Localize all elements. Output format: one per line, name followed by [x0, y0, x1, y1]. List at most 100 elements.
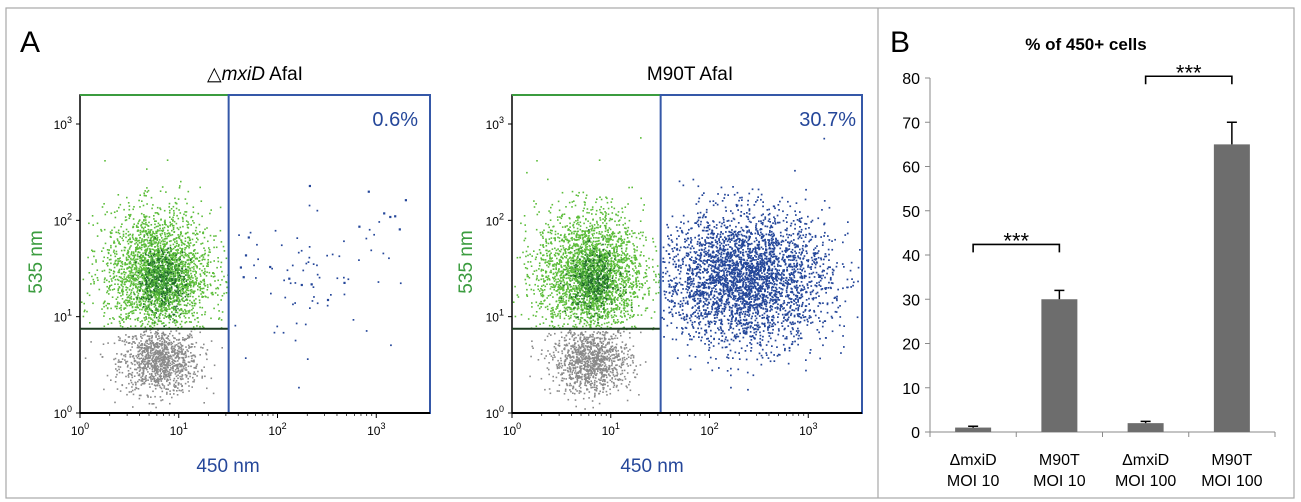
event-dot — [95, 261, 97, 263]
event-dot — [141, 298, 144, 301]
event-dot — [166, 275, 169, 278]
event-dot — [163, 267, 165, 269]
event-dot — [572, 369, 574, 372]
event-dot — [601, 369, 604, 371]
event-dot — [96, 222, 99, 225]
event-dot — [156, 254, 158, 257]
event-dot — [176, 289, 179, 291]
event-dot — [93, 255, 95, 258]
event-dot — [192, 232, 194, 235]
event-dot — [194, 258, 197, 260]
event-dot — [575, 336, 577, 339]
event-dot — [190, 365, 192, 368]
event-dot — [165, 191, 167, 193]
event-dot — [138, 283, 141, 285]
event-dot — [626, 363, 628, 365]
event-dot — [597, 355, 599, 358]
event-dot — [137, 277, 140, 280]
event-dot — [201, 325, 204, 328]
event-dot — [150, 268, 152, 270]
event-dot — [113, 263, 115, 266]
event-dot — [131, 389, 134, 392]
event-dot — [110, 212, 113, 215]
event-dot — [175, 222, 178, 225]
event-dot — [578, 376, 581, 378]
event-dot — [580, 360, 582, 362]
event-dot — [128, 315, 130, 317]
event-dot — [126, 280, 129, 282]
event-dot — [606, 394, 608, 396]
event-dot — [92, 302, 94, 305]
event-dot — [172, 345, 174, 348]
event-dot — [162, 362, 164, 364]
event-dot — [126, 299, 128, 302]
event-dot — [192, 326, 195, 328]
event-dot — [124, 246, 127, 249]
event-dot — [135, 264, 137, 267]
event-dot — [134, 363, 136, 366]
event-dot — [141, 239, 143, 242]
event-dot — [139, 194, 141, 196]
event-dot — [150, 340, 153, 342]
event-dot — [632, 355, 635, 357]
event-dot — [220, 299, 222, 301]
event-dot — [129, 272, 131, 274]
event-dot — [189, 289, 192, 291]
event-dot — [172, 219, 174, 221]
event-dot — [156, 252, 158, 255]
event-dot — [188, 236, 190, 238]
event-dot — [132, 252, 135, 255]
event-dot — [336, 277, 339, 280]
event-dot — [169, 271, 171, 273]
event-dot — [141, 272, 144, 275]
event-dot — [101, 206, 104, 208]
event-dot — [155, 269, 158, 271]
event-dot — [129, 353, 131, 356]
event-dot — [128, 265, 131, 268]
event-dot — [217, 257, 219, 259]
event-dot — [147, 264, 149, 266]
event-dot — [177, 363, 180, 366]
event-dot — [135, 338, 138, 341]
event-dot — [138, 350, 141, 352]
event-dot — [161, 332, 163, 335]
event-dot — [132, 312, 135, 314]
event-dot — [161, 303, 163, 305]
event-dot — [174, 381, 177, 384]
event-dot — [124, 353, 127, 356]
event-dot — [139, 308, 141, 311]
event-dot — [129, 301, 131, 303]
event-dot — [180, 254, 183, 257]
event-dot — [154, 344, 156, 347]
event-dot — [619, 373, 622, 376]
event-dot — [220, 319, 223, 321]
event-dot — [185, 338, 187, 340]
event-dot — [132, 383, 134, 386]
event-dot — [122, 293, 124, 296]
event-dot — [343, 293, 346, 296]
event-dot — [187, 365, 190, 368]
event-dot — [144, 376, 147, 378]
event-dot — [158, 291, 160, 294]
event-dot — [596, 359, 599, 362]
event-dot — [139, 367, 142, 369]
event-dot — [174, 365, 176, 367]
event-dot — [192, 220, 194, 222]
event-dot — [142, 369, 145, 372]
event-dot — [118, 286, 121, 289]
event-dot — [185, 220, 188, 222]
event-dot — [209, 212, 211, 215]
event-dot — [155, 336, 157, 338]
event-dot — [148, 357, 151, 359]
event-dot — [592, 342, 595, 345]
event-dot — [162, 331, 164, 334]
event-dot — [168, 343, 170, 346]
event-dot — [114, 260, 117, 262]
event-dot — [121, 265, 124, 268]
event-dot — [161, 229, 163, 232]
event-dot — [564, 369, 567, 371]
event-dot — [181, 270, 183, 273]
event-dot — [198, 223, 201, 226]
event-dot — [170, 330, 172, 333]
event-dot — [127, 342, 130, 344]
